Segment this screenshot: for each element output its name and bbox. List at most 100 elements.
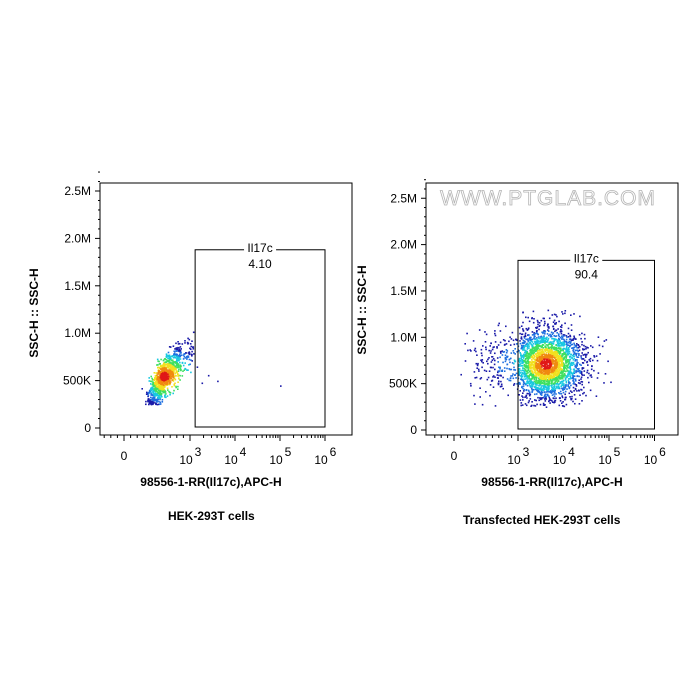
right-event-dot bbox=[572, 383, 575, 385]
right-event-dot bbox=[525, 358, 527, 360]
right-event-dot bbox=[494, 376, 496, 378]
right-event-dot bbox=[555, 363, 558, 366]
right-event-dot bbox=[542, 387, 545, 389]
right-event-dot bbox=[512, 339, 515, 342]
right-event-dot bbox=[562, 353, 565, 355]
right-event-dot bbox=[544, 368, 547, 370]
right-event-dot bbox=[561, 358, 563, 360]
left-event-dot bbox=[148, 403, 150, 406]
right-event-dot bbox=[580, 378, 582, 380]
right-event-dot bbox=[547, 395, 550, 397]
right-event-dot bbox=[558, 404, 561, 407]
left-event-dot bbox=[177, 364, 180, 366]
right-event-dot bbox=[469, 382, 472, 385]
right-event-dot bbox=[543, 396, 545, 398]
left-event-dot bbox=[156, 378, 159, 380]
left-event-dot bbox=[150, 380, 152, 383]
right-event-dot bbox=[599, 353, 601, 355]
left-event-dot bbox=[172, 373, 175, 376]
right-event-dot bbox=[530, 338, 533, 341]
right-event-dot bbox=[577, 370, 580, 373]
right-event-dot bbox=[510, 338, 513, 340]
right-event-dot bbox=[560, 336, 562, 339]
right-event-dot bbox=[548, 327, 550, 329]
right-event-dot bbox=[531, 385, 533, 387]
right-event-dot bbox=[532, 343, 535, 345]
right-event-dot bbox=[570, 371, 572, 374]
left-event-dot bbox=[165, 384, 167, 387]
left-event-dot bbox=[159, 403, 161, 405]
left-event-dot bbox=[164, 394, 166, 396]
right-event-dot bbox=[555, 368, 557, 370]
right-event-dot bbox=[554, 362, 556, 364]
right-event-dot bbox=[523, 382, 526, 385]
right-event-dot bbox=[557, 347, 560, 350]
right-event-dot bbox=[568, 338, 571, 340]
left-event-dot bbox=[192, 346, 194, 348]
right-event-dot bbox=[469, 349, 471, 351]
right-event-dot bbox=[473, 371, 476, 373]
right-event-dot bbox=[549, 333, 551, 336]
right-event-dot bbox=[507, 394, 509, 397]
right-event-dot bbox=[536, 389, 539, 391]
right-event-dot bbox=[586, 353, 588, 356]
right-event-dot bbox=[564, 312, 566, 315]
right-event-dot bbox=[541, 370, 543, 372]
left-event-dot bbox=[167, 351, 170, 354]
left-event-dot bbox=[151, 384, 154, 386]
right-event-dot bbox=[562, 391, 565, 394]
left-event-dot bbox=[190, 353, 193, 356]
right-event-dot bbox=[578, 367, 580, 370]
left-event-dot bbox=[174, 352, 176, 354]
left-event-dot bbox=[158, 396, 161, 399]
left-event-dot bbox=[146, 391, 148, 394]
right-event-dot bbox=[570, 329, 573, 331]
right-event-dot bbox=[536, 326, 539, 328]
right-event-dot bbox=[545, 346, 547, 348]
right-event-dot bbox=[537, 350, 539, 352]
left-event-dot bbox=[151, 380, 153, 383]
right-event-dot bbox=[592, 359, 594, 362]
right-outlier-dot bbox=[486, 360, 488, 363]
right-event-dot bbox=[560, 363, 562, 366]
left-event-dot bbox=[165, 361, 167, 363]
right-event-dot bbox=[572, 338, 575, 340]
right-event-dot bbox=[540, 319, 543, 322]
right-event-dot bbox=[607, 360, 609, 363]
right-event-dot bbox=[553, 369, 555, 372]
left-caption: HEK-293T cells bbox=[168, 509, 255, 523]
right-event-dot bbox=[505, 351, 508, 354]
right-event-dot bbox=[571, 339, 574, 341]
right-event-dot bbox=[563, 405, 566, 408]
right-event-dot bbox=[519, 352, 521, 354]
right-event-dot bbox=[522, 348, 525, 350]
right-event-dot bbox=[550, 383, 553, 385]
right-event-dot bbox=[551, 381, 553, 383]
right-event-dot bbox=[555, 397, 557, 399]
right-event-dot bbox=[562, 379, 565, 382]
right-event-dot bbox=[529, 393, 532, 396]
left-event-dot bbox=[149, 400, 151, 403]
right-event-dot bbox=[548, 399, 551, 402]
right-event-dot bbox=[576, 349, 578, 352]
left-x-tick-exponent: 6 bbox=[330, 445, 337, 459]
left-event-dot bbox=[150, 389, 153, 392]
right-y-tick-label: 0 bbox=[410, 423, 417, 437]
right-event-dot bbox=[582, 354, 585, 356]
right-event-dot bbox=[526, 397, 528, 399]
left-outlier-dot bbox=[217, 380, 219, 383]
left-event-dot bbox=[189, 343, 192, 345]
left-event-dot bbox=[178, 349, 181, 352]
right-event-dot bbox=[542, 331, 545, 333]
right-event-dot bbox=[518, 326, 521, 329]
right-event-dot bbox=[560, 385, 563, 387]
right-event-dot bbox=[573, 335, 575, 338]
right-event-dot bbox=[561, 362, 563, 364]
right-event-dot bbox=[504, 339, 506, 342]
right-event-dot bbox=[521, 375, 524, 378]
right-event-dot bbox=[546, 394, 549, 397]
left-event-dot bbox=[147, 395, 149, 398]
left-event-dot bbox=[175, 371, 177, 374]
